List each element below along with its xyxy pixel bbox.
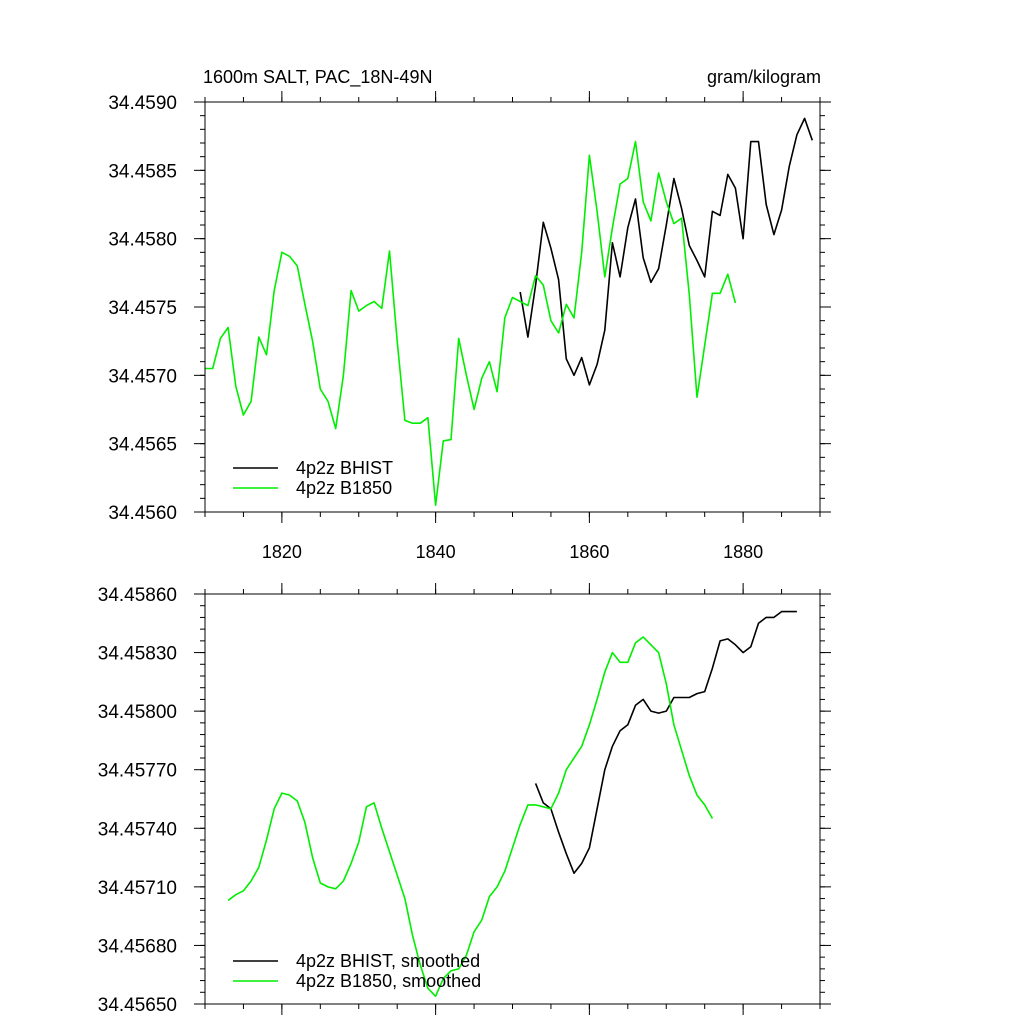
tick-marks [194,91,831,523]
y-tick-label: 34.4560 [108,503,177,524]
series-line-4p2z-bhist [519,117,814,386]
series-line-4p2z-b1850 [205,140,737,507]
x-tick-label: 1840 [416,542,456,562]
tick-labels: 1820 1840 1860 1880 34.4560 34.4565 34.4570 34.… [108,93,763,562]
legend-label: 4p2z B1850, smoothed [296,971,481,991]
data-lines [205,117,814,507]
x-tick-label: 1860 [569,542,609,562]
tick-marks [194,583,831,1015]
chart-title: 1600m SALT, PAC_18N-49N [203,67,432,88]
y-tick-label: 34.45770 [98,761,177,782]
y-tick-label: 34.4585 [108,161,177,182]
y-tick-label: 34.45800 [98,702,177,723]
y-tick-label: 34.45710 [98,878,177,899]
legend-label: 4p2z BHIST [296,458,393,478]
y-tick-label: 34.45650 [98,995,177,1016]
salinity-plot-top: 1600m SALT, PAC_18N-49N gram/kilogram 18… [108,67,831,562]
y-tick-label: 34.4570 [108,366,177,387]
y-tick-label: 34.45740 [98,819,177,840]
series-line-4p2z-bhist-smoothed [534,610,797,875]
data-lines [227,610,797,998]
plot-frame [204,101,821,513]
y-tick-label: 34.4590 [108,93,177,114]
series-line-4p2z-b1850-smoothed [227,636,714,998]
plot-frame [204,593,821,1005]
legend-label: 4p2z BHIST, smoothed [296,951,480,971]
units-label: gram/kilogram [707,67,821,87]
x-tick-label: 1880 [723,542,763,562]
y-tick-label: 34.45860 [98,585,177,606]
x-tick-label: 1820 [262,542,302,562]
y-tick-label: 34.45830 [98,644,177,665]
legend-label: 4p2z B1850 [296,478,392,498]
tick-labels: 34.45650 34.45680 34.45710 34.45740 34.45770… [98,585,177,1016]
y-tick-label: 34.4575 [108,298,177,319]
y-tick-label: 34.45680 [98,936,177,957]
salinity-plot-bottom-smoothed: 34.45650 34.45680 34.45710 34.45740 34.45770… [98,583,831,1016]
y-tick-label: 34.4565 [108,435,177,456]
y-tick-label: 34.4580 [108,230,177,251]
